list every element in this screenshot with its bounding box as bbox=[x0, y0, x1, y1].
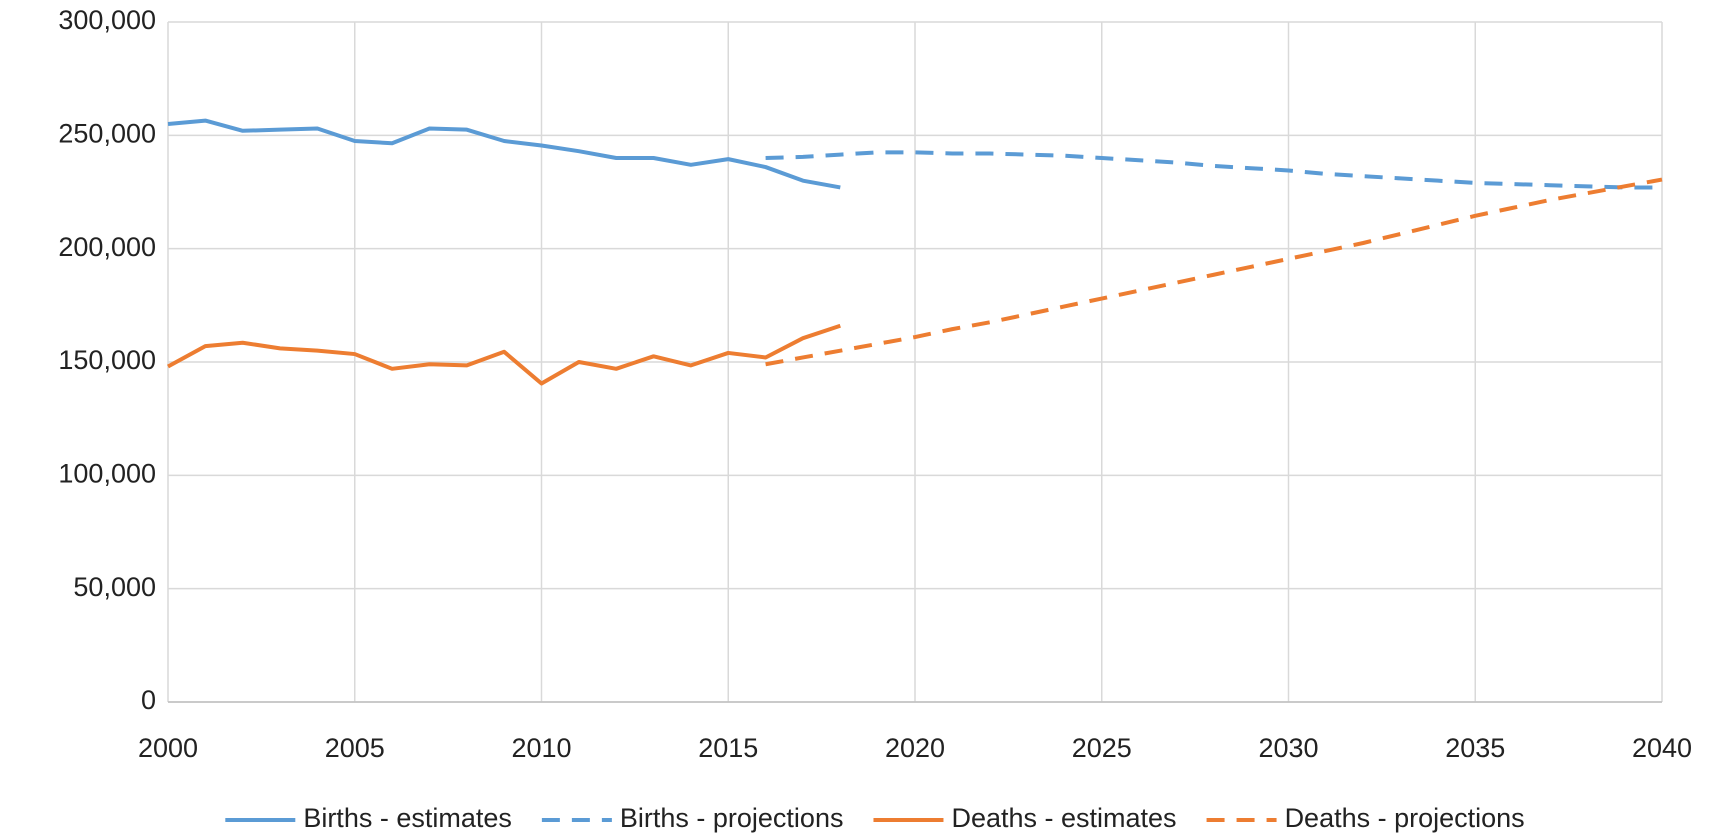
y-tick-label: 300,000 bbox=[58, 5, 156, 35]
legend-label: Births - projections bbox=[620, 803, 844, 833]
legend-item: Deaths - estimates bbox=[873, 803, 1177, 833]
legend-item: Births - estimates bbox=[225, 803, 512, 833]
series-line bbox=[167, 118, 841, 190]
legend-label: Deaths - projections bbox=[1285, 803, 1525, 833]
x-tick-label: 2025 bbox=[1072, 733, 1132, 763]
legend-label: Births - estimates bbox=[303, 803, 512, 833]
series-line bbox=[167, 323, 841, 386]
legend-label: Deaths - estimates bbox=[951, 803, 1176, 833]
y-tick-label: 150,000 bbox=[58, 345, 156, 375]
y-tick-label: 250,000 bbox=[58, 118, 156, 148]
x-tick-label: 2000 bbox=[138, 733, 198, 763]
legend-item: Births - projections bbox=[541, 803, 844, 833]
y-tick-label: 200,000 bbox=[58, 232, 156, 262]
series-line bbox=[765, 150, 1662, 190]
legend-item: Deaths - projections bbox=[1206, 803, 1525, 833]
x-tick-label: 2035 bbox=[1445, 733, 1505, 763]
y-tick-label: 100,000 bbox=[58, 458, 156, 488]
x-tick-label: 2020 bbox=[885, 733, 945, 763]
y-tick-label: 50,000 bbox=[73, 572, 156, 602]
x-tick-label: 2015 bbox=[698, 733, 758, 763]
x-tick-label: 2005 bbox=[325, 733, 385, 763]
y-tick-label: 0 bbox=[141, 685, 156, 715]
x-tick-label: 2010 bbox=[511, 733, 571, 763]
series-line bbox=[765, 177, 1663, 367]
x-tick-label: 2030 bbox=[1258, 733, 1318, 763]
x-tick-label: 2040 bbox=[1632, 733, 1692, 763]
